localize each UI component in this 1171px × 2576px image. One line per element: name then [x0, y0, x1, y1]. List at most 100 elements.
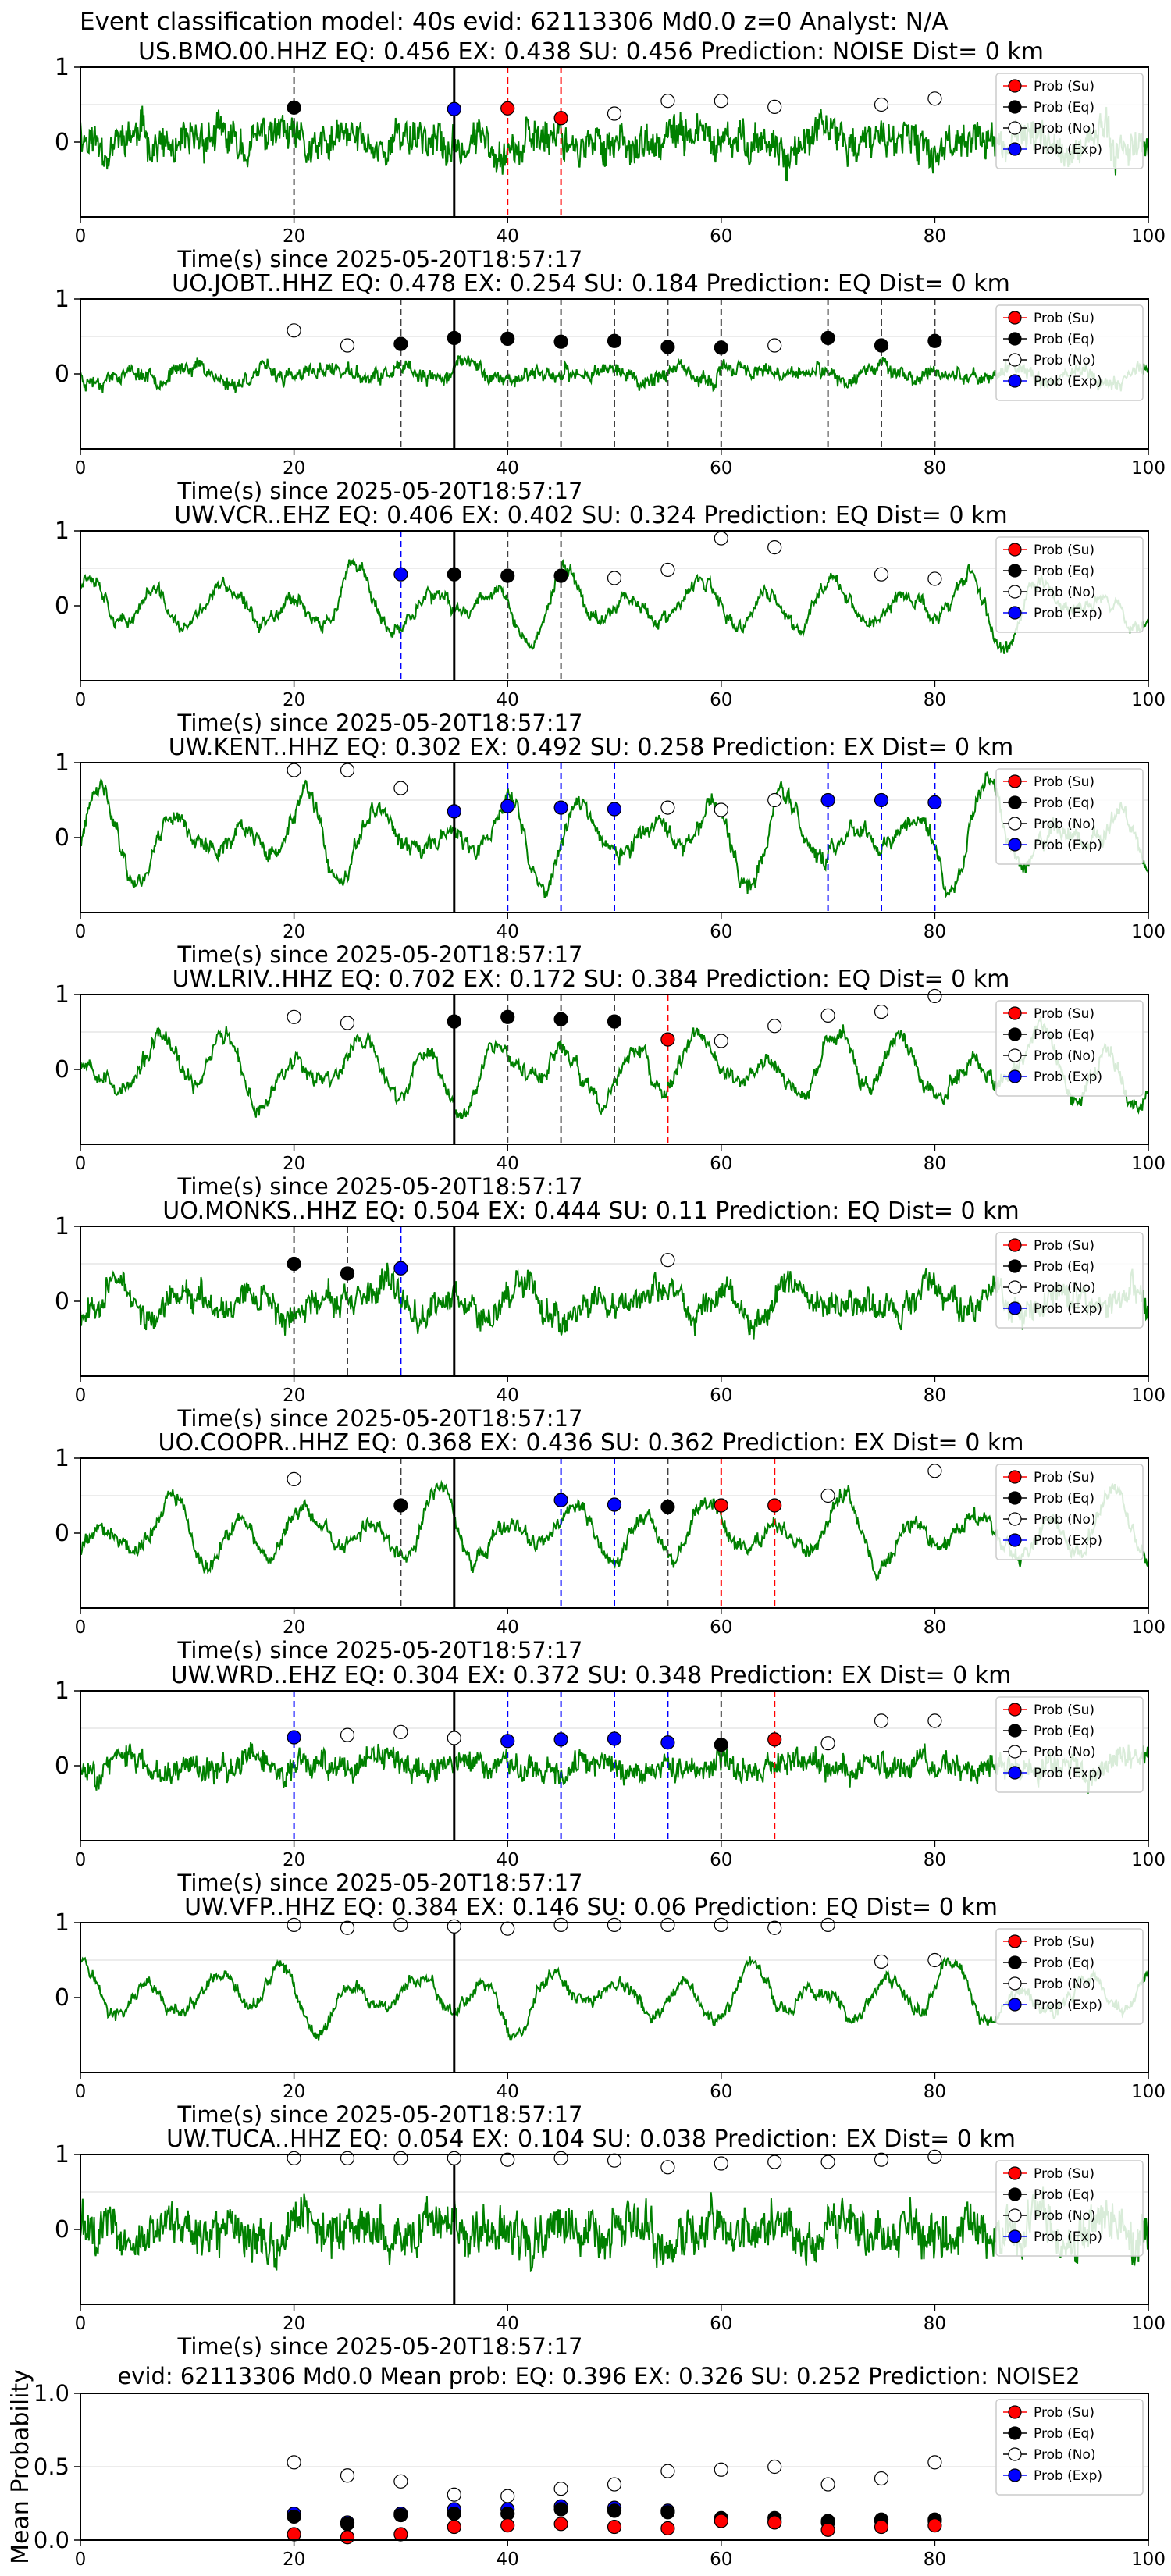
- x-tick-label: 40: [497, 458, 519, 479]
- y-tick-label: 0: [55, 2216, 69, 2243]
- panel-title: UO.COOPR..HHZ EQ: 0.368 EX: 0.436 SU: 0.…: [158, 1429, 1024, 1457]
- legend-marker-eq: [1008, 2187, 1022, 2201]
- prob-marker-no: [820, 1917, 835, 1932]
- x-axis-label: Time(s) since 2025-05-20T18:57:17: [177, 941, 583, 968]
- x-tick-label: 100: [1131, 2314, 1166, 2334]
- legend-label-no: Prob (No): [1034, 1280, 1096, 1296]
- legend-label-no: Prob (No): [1034, 1745, 1096, 1760]
- legend-label-eq: Prob (Eq): [1034, 1955, 1094, 1971]
- prob-marker-eq: [393, 336, 408, 351]
- panel-5: UW.LRIV..HHZ EQ: 0.702 EX: 0.172 SU: 0.3…: [55, 966, 1166, 1200]
- x-tick-label: 80: [924, 1386, 946, 1406]
- axes-frame: [80, 530, 1149, 681]
- x-tick-label: 60: [710, 922, 732, 942]
- prob-marker-eq: [714, 1738, 728, 1752]
- x-axis-label: Time(s) since 2025-05-20T18:57:17: [177, 1870, 583, 1896]
- legend-label-eq: Prob (Eq): [1034, 2187, 1094, 2203]
- panel-title: UW.LRIV..HHZ EQ: 0.702 EX: 0.172 SU: 0.3…: [173, 966, 1010, 993]
- x-tick-label: 60: [710, 1850, 732, 1870]
- prob-marker-no: [820, 1008, 835, 1023]
- x-axis-label: Time(s) since 2025-05-20T18:57:17: [177, 246, 583, 272]
- x-tick-label: 20: [283, 690, 305, 710]
- prob-marker-eq: [660, 340, 675, 354]
- prob-marker-eq: [660, 1500, 675, 1514]
- legend-marker-su: [1008, 543, 1022, 557]
- legend-label-eq: Prob (Eq): [1034, 332, 1094, 347]
- mean-marker-su: [500, 2518, 515, 2533]
- mean-marker-eq: [287, 2509, 301, 2524]
- legend-label-exp: Prob (Exp): [1034, 1301, 1102, 1317]
- legend: Prob (Su) Prob (Eq) Prob (No) Prob (Exp): [995, 2160, 1144, 2257]
- y-tick-label: 1: [55, 749, 69, 777]
- mean-marker-eq: [340, 2517, 355, 2532]
- prob-marker-no: [447, 1919, 461, 1934]
- x-tick-label: 0: [75, 2549, 87, 2570]
- x-axis-label: Time(s) since 2025-05-20T18:57:17: [177, 1405, 583, 1432]
- prob-marker-eq: [820, 330, 835, 346]
- legend-marker-su: [1008, 311, 1022, 325]
- legend-marker-eq: [1008, 100, 1022, 114]
- legend-marker-no: [1008, 2208, 1022, 2222]
- prob-marker-no: [714, 94, 728, 109]
- prob-marker-no: [714, 802, 728, 817]
- legend-marker-exp: [1008, 1998, 1022, 2012]
- prob-marker-no: [660, 94, 675, 109]
- legend-label-su: Prob (Su): [1034, 774, 1094, 790]
- x-axis-label: Time(s) since 2025-05-20T18:57:17: [177, 2101, 583, 2128]
- x-tick-label: 80: [924, 690, 946, 710]
- legend-marker-exp: [1008, 606, 1022, 620]
- legend-label-su: Prob (Su): [1034, 1703, 1094, 1718]
- mean-marker-no: [447, 2487, 461, 2502]
- mean-marker-eq: [393, 2507, 408, 2523]
- legend-label-no: Prob (No): [1034, 2447, 1096, 2463]
- prob-marker-no: [927, 1464, 942, 1478]
- legend: Prob (Su) Prob (Eq) Prob (No) Prob (Exp): [995, 2399, 1144, 2496]
- x-tick-label: 0: [75, 1386, 87, 1406]
- legend: Prob (Su) Prob (Eq) Prob (No) Prob (Exp): [995, 73, 1144, 169]
- prob-marker-no: [927, 1952, 942, 1968]
- mean-marker-su: [340, 2530, 355, 2545]
- x-axis-label: Time(s) since 2025-05-20T18:57:17: [177, 478, 583, 504]
- legend-marker-su: [1008, 79, 1022, 93]
- prob-marker-no: [287, 1917, 301, 1932]
- legend: Prob (Su) Prob (Eq) Prob (No) Prob (Exp): [995, 1696, 1144, 1793]
- y-tick-label: 0: [55, 129, 69, 156]
- legend-box: [995, 768, 1144, 865]
- x-tick-label: 80: [924, 922, 946, 942]
- mean-marker-eq: [553, 2502, 568, 2517]
- x-tick-label: 40: [497, 1386, 519, 1406]
- mean-marker-eq: [660, 2505, 675, 2520]
- y-tick-label: 1: [55, 981, 69, 1009]
- mean-marker-no: [660, 2464, 675, 2478]
- legend-label-exp: Prob (Exp): [1034, 606, 1102, 621]
- legend-label-exp: Prob (Exp): [1034, 2468, 1102, 2484]
- prob-marker-eq: [500, 331, 515, 346]
- x-axis-label: Time(s) since 2025-05-20T18:57:17: [177, 710, 583, 736]
- panel-10: UW.TUCA..HHZ EQ: 0.054 EX: 0.104 SU: 0.0…: [55, 2126, 1166, 2360]
- prob-marker-no: [767, 99, 782, 114]
- legend-marker-eq: [1008, 1491, 1022, 1505]
- x-tick-label: 20: [283, 226, 305, 247]
- mean-marker-su: [447, 2519, 461, 2535]
- legend-marker-eq: [1008, 564, 1022, 578]
- panel-mean-probability: evid: 62113306 Md0.0 Mean prob: EQ: 0.39…: [7, 2363, 1166, 2570]
- y-tick-label: 0: [55, 824, 69, 852]
- prob-marker-no: [340, 2151, 355, 2165]
- legend-label-exp: Prob (Exp): [1034, 2229, 1102, 2245]
- y-tick-label: 1: [55, 1213, 69, 1240]
- prob-marker-no: [927, 2149, 942, 2164]
- panel-title: UO.MONKS..HHZ EQ: 0.504 EX: 0.444 SU: 0.…: [162, 1197, 1020, 1225]
- prob-marker-exp: [607, 1497, 622, 1512]
- legend-label-eq: Prob (Eq): [1034, 1259, 1094, 1275]
- panel-title: UW.VCR..EHZ EQ: 0.406 EX: 0.402 SU: 0.32…: [174, 502, 1007, 529]
- prob-marker-no: [874, 2152, 889, 2167]
- prob-marker-no: [447, 2151, 461, 2165]
- mean-marker-eq: [607, 2503, 622, 2518]
- y-tick-label: 1: [55, 286, 69, 313]
- prob-marker-su: [714, 1498, 728, 1513]
- mean-marker-su: [393, 2527, 408, 2542]
- panel-4: UW.KENT..HHZ EQ: 0.302 EX: 0.492 SU: 0.2…: [55, 734, 1166, 968]
- prob-marker-no: [820, 1736, 835, 1751]
- prob-marker-exp: [553, 1732, 568, 1747]
- y-tick-label: 1: [55, 2141, 69, 2169]
